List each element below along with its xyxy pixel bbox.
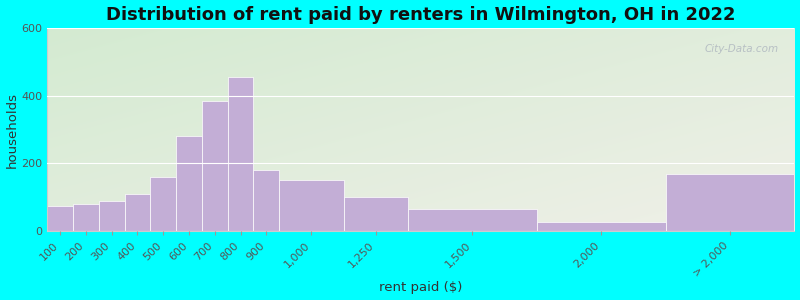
Bar (279, 180, 343, 231)
Text: City-Data.com: City-Data.com (705, 44, 779, 54)
Title: Distribution of rent paid by renters in Wilmington, OH in 2022: Distribution of rent paid by renters in … (106, 6, 736, 24)
Bar (343, 197, 408, 231)
Y-axis label: households: households (6, 92, 18, 167)
Bar (176, 136, 202, 231)
Bar (47, 206, 73, 231)
Bar (408, 209, 537, 231)
Bar (228, 77, 254, 231)
Bar (99, 201, 125, 231)
Bar (537, 222, 666, 231)
Bar (125, 194, 150, 231)
Bar (150, 177, 176, 231)
Bar (202, 101, 228, 231)
Bar (666, 174, 794, 231)
X-axis label: rent paid ($): rent paid ($) (379, 281, 462, 294)
Bar (73, 204, 99, 231)
Bar (254, 170, 279, 231)
